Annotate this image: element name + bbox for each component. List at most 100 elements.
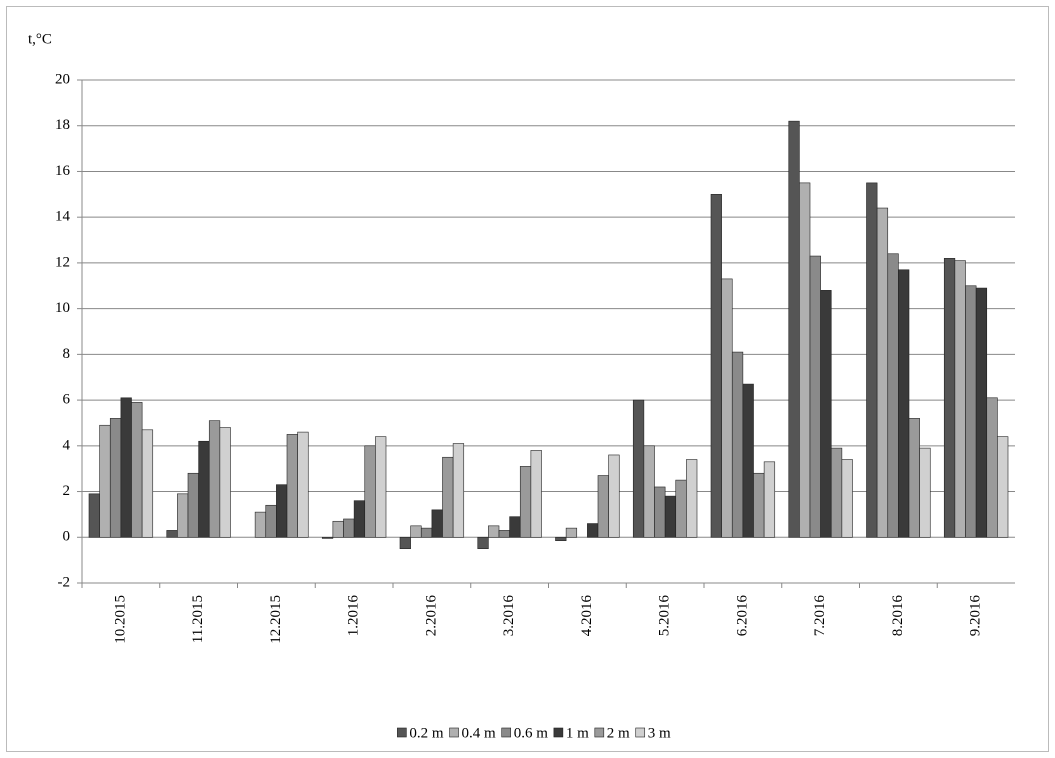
bar	[166, 530, 178, 538]
x-tick-label: 12.2015	[268, 595, 284, 644]
x-tick-label: 3.2016	[501, 595, 517, 637]
x-tick-label: 7.2016	[812, 595, 828, 637]
bar	[887, 253, 899, 538]
bar	[986, 397, 998, 538]
bar	[265, 504, 277, 538]
bar	[530, 450, 542, 538]
bar	[866, 182, 878, 538]
bar	[632, 399, 645, 538]
bar	[509, 516, 521, 538]
x-tick-label: 1.2016	[346, 595, 362, 637]
legend-swatch	[449, 727, 459, 738]
bar	[321, 536, 334, 539]
bar	[254, 511, 267, 538]
y-tick-label: 6	[63, 392, 71, 408]
bar	[721, 278, 733, 538]
bar	[555, 536, 567, 542]
y-tick-label: 16	[55, 163, 71, 179]
bar	[876, 207, 889, 538]
bar	[488, 525, 500, 538]
bar	[898, 269, 910, 538]
bar	[675, 479, 687, 538]
bar	[141, 429, 154, 538]
bar	[187, 472, 199, 538]
y-tick-label: 2	[63, 483, 71, 499]
bar	[908, 418, 920, 538]
legend-label: 1 m	[566, 725, 589, 741]
legend-label: 2 m	[607, 725, 630, 741]
bar	[286, 434, 298, 538]
x-tick-label: 2.2016	[423, 595, 439, 637]
bar	[742, 383, 754, 538]
bar	[686, 459, 698, 538]
bar	[763, 461, 776, 538]
bar	[799, 182, 811, 538]
y-tick-label: 12	[55, 254, 70, 270]
bar	[208, 420, 221, 538]
bar	[710, 194, 722, 538]
bar	[965, 285, 977, 538]
bar	[198, 440, 210, 538]
legend-swatch	[635, 727, 646, 738]
x-tick-label: 4.2016	[579, 595, 595, 637]
bar	[177, 493, 189, 538]
y-tick-label: 0	[63, 529, 71, 545]
bar	[276, 484, 288, 538]
bar	[731, 351, 744, 538]
bar	[364, 445, 376, 538]
bar	[820, 290, 832, 538]
bar	[608, 454, 620, 538]
bar	[431, 509, 443, 538]
bar	[332, 520, 344, 538]
bar	[131, 402, 143, 538]
legend-swatch	[501, 727, 512, 738]
legend-label: 0.2 m	[409, 725, 444, 741]
bar	[565, 527, 578, 538]
bar	[477, 536, 489, 550]
x-tick-label: 9.2016	[968, 595, 984, 637]
x-tick-label: 5.2016	[657, 595, 673, 637]
y-tick-label: 18	[55, 117, 70, 133]
bar	[643, 445, 655, 538]
x-tick-label: 10.2015	[112, 595, 128, 644]
bar	[452, 443, 465, 538]
bar	[788, 120, 800, 538]
bar	[519, 466, 532, 538]
y-tick-label: 20	[55, 71, 70, 87]
bar	[120, 397, 132, 538]
bar	[420, 527, 433, 538]
bar	[587, 523, 599, 538]
bar	[597, 475, 609, 538]
bar	[88, 493, 100, 538]
bar	[753, 472, 765, 538]
bar	[343, 518, 355, 538]
bar	[975, 287, 988, 538]
y-axis-label: t,°C	[28, 31, 52, 47]
bar	[830, 447, 843, 538]
legend-label: 0.4 m	[462, 725, 497, 741]
x-tick-label: 11.2015	[190, 595, 206, 643]
y-tick-label: 8	[63, 346, 71, 362]
legend-label: 3 m	[648, 725, 671, 741]
y-tick-label: -2	[58, 574, 71, 590]
x-tick-label: 8.2016	[890, 595, 906, 637]
bar	[219, 427, 231, 538]
legend-label: 0.6 m	[514, 725, 549, 741]
bar	[809, 255, 821, 538]
bar	[99, 424, 111, 538]
legend-swatch	[594, 727, 605, 738]
bar	[375, 436, 387, 538]
bar	[943, 258, 956, 538]
y-tick-label: 10	[55, 300, 70, 316]
bar	[841, 459, 853, 538]
legend-swatch	[553, 727, 564, 738]
bar	[410, 525, 422, 538]
legend-swatch	[397, 727, 407, 738]
y-tick-label: 4	[63, 437, 71, 453]
bar	[353, 500, 366, 538]
bar	[297, 431, 309, 538]
x-tick-label: 6.2016	[734, 595, 750, 637]
bar	[997, 436, 1009, 538]
bar	[954, 260, 966, 538]
